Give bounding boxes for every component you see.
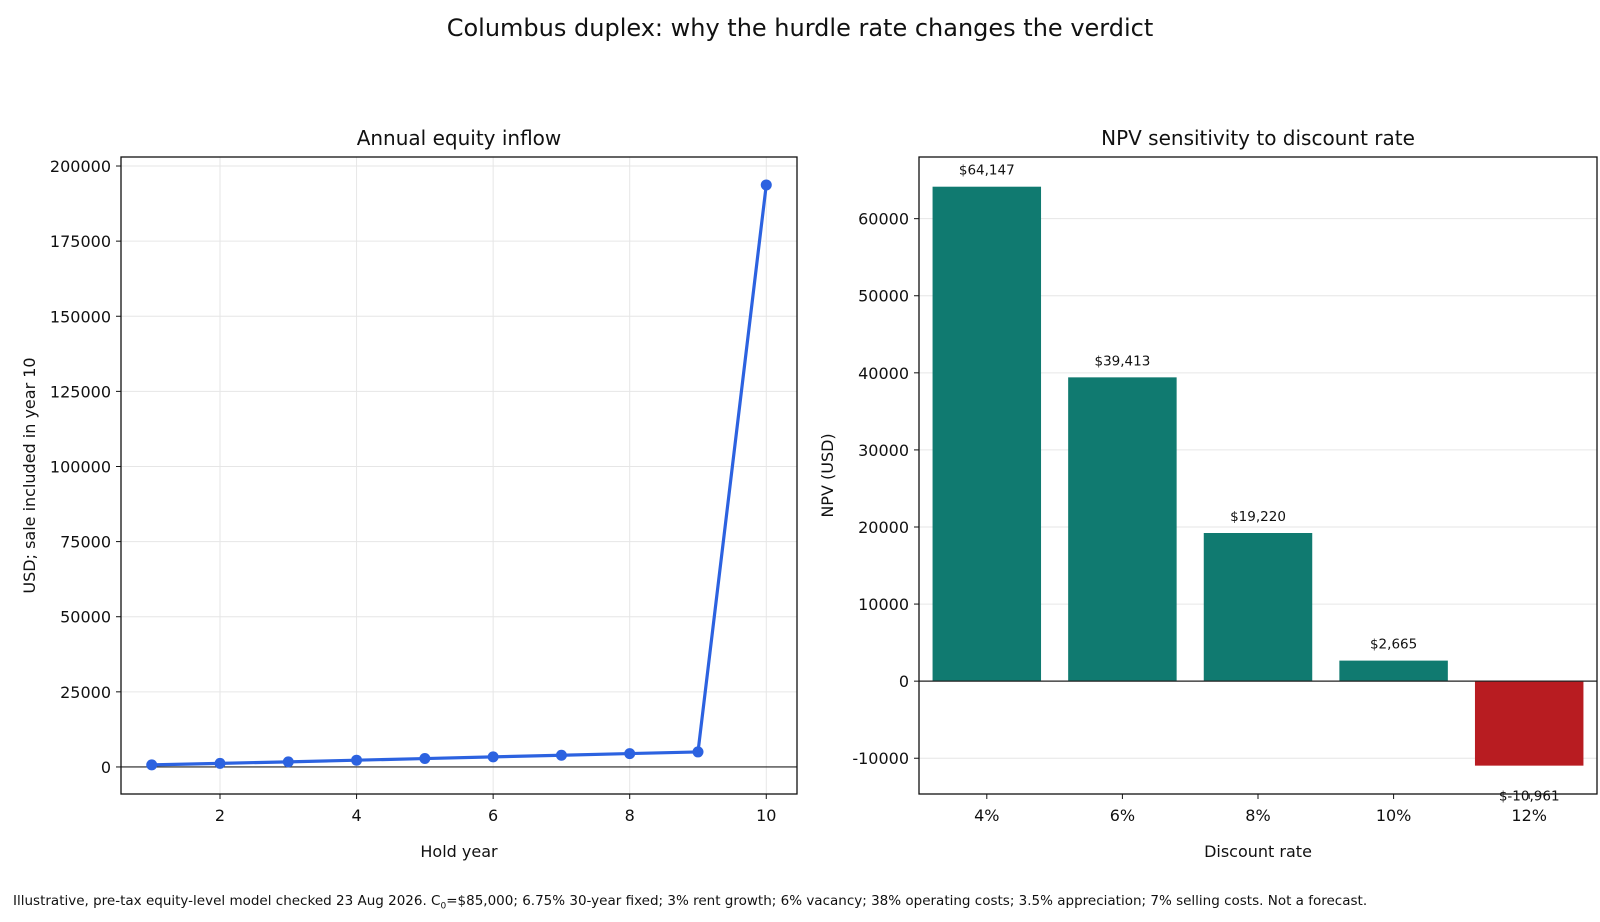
y-tick-label: 40000 — [858, 364, 909, 383]
x-tick-label: 12% — [1511, 806, 1547, 825]
x-tick-label: 10 — [756, 806, 776, 825]
footnote: Illustrative, pre-tax equity-level model… — [13, 893, 1367, 912]
footnote-subscript: 0 — [440, 901, 447, 912]
equity-inflow-chart: 2 4 6 8 10 0 25000 50000 75000 100000 125000 150000… — [20, 126, 798, 861]
y-tick-label: 25000 — [60, 683, 111, 702]
y-tick-label: 150000 — [50, 307, 111, 326]
x-tick-label: 6 — [488, 806, 498, 825]
y-tick-label: 10000 — [858, 595, 909, 614]
y-tick-label: 30000 — [858, 441, 909, 460]
equity-inflow-point — [555, 749, 567, 761]
equity-inflow-line — [151, 184, 768, 767]
y-tick-label: 100000 — [50, 457, 111, 476]
plot-frame — [120, 156, 798, 795]
x-axis-label: Discount rate — [1204, 842, 1312, 861]
footnote-text-end: =$85,000; 6.75% 30-year fixed; 3% rent g… — [446, 893, 1368, 909]
x-tick-label: 8% — [1245, 806, 1270, 825]
x-tick-label: 6% — [1110, 806, 1135, 825]
equity-inflow-point — [351, 754, 363, 766]
y-tick-label: -10000 — [852, 749, 909, 768]
bar-value-label: $2,665 — [1370, 637, 1417, 653]
equity-inflow-point — [282, 756, 294, 768]
y-tick-label: 50000 — [858, 287, 909, 306]
x-tick-label: 2 — [215, 806, 225, 825]
y-tick-label: 200000 — [50, 157, 111, 176]
footnote-text-start: Illustrative, pre-tax equity-level model… — [13, 893, 441, 909]
x-tick-label: 8 — [625, 806, 635, 825]
npv-bar — [1203, 533, 1313, 682]
y-tick-label: 20000 — [858, 518, 909, 537]
chart-title: Annual equity inflow — [357, 126, 562, 150]
y-tick-label: 0 — [101, 758, 111, 777]
equity-inflow-point — [760, 179, 772, 191]
npv-bar — [1068, 377, 1177, 682]
equity-inflow-point — [487, 751, 499, 763]
y-tick-label: 175000 — [50, 232, 111, 251]
npv-bar — [932, 186, 1042, 682]
equity-inflow-point — [214, 757, 226, 769]
x-axis-label: Hold year — [420, 842, 498, 861]
chart-title: NPV sensitivity to discount rate — [1101, 126, 1415, 150]
figure-title: Columbus duplex: why the hurdle rate cha… — [446, 14, 1154, 42]
bar-value-label: $39,413 — [1094, 353, 1150, 369]
y-tick-label: 125000 — [50, 382, 111, 401]
equity-inflow-point — [419, 753, 431, 765]
x-tick-label: 4 — [351, 806, 361, 825]
bar-value-label: $19,220 — [1230, 509, 1286, 525]
x-tick-label: 4% — [974, 806, 999, 825]
y-axis-label: NPV (USD) — [818, 433, 837, 517]
npv-bar — [1474, 681, 1584, 766]
equity-inflow-point — [624, 748, 636, 760]
equity-inflow-point — [146, 759, 158, 771]
x-tick-label: 10% — [1376, 806, 1412, 825]
y-tick-label: 0 — [899, 672, 909, 691]
equity-inflow-point — [692, 746, 704, 758]
npv-bar — [1339, 660, 1448, 682]
y-tick-label: 50000 — [60, 608, 111, 627]
y-tick-label: 60000 — [858, 210, 909, 229]
y-axis-label: USD; sale included in year 10 — [20, 357, 39, 593]
bar-value-label: $64,147 — [959, 163, 1015, 179]
y-tick-label: 75000 — [60, 533, 111, 552]
